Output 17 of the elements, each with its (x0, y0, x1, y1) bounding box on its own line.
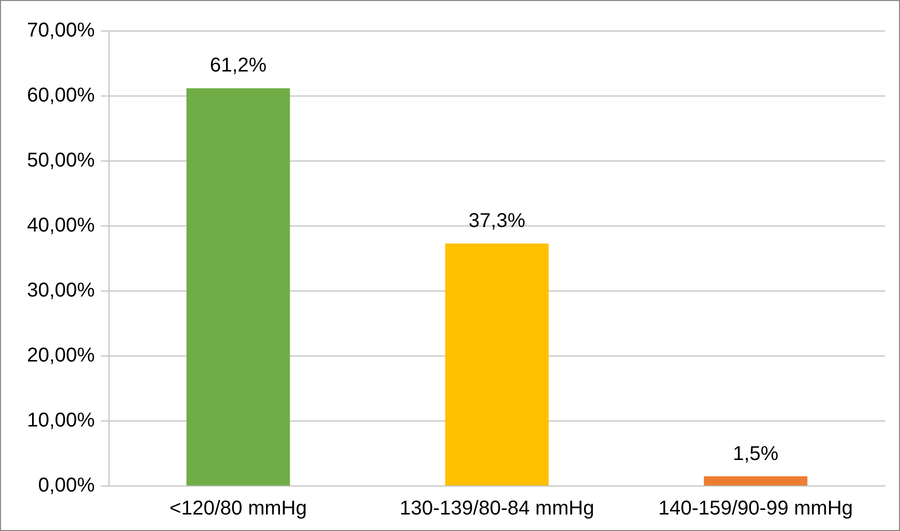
x-tick-label: 130-139/80-84 mmHg (400, 498, 594, 520)
data-label: 37,3% (468, 210, 526, 232)
y-tick-label: 30,00% (26, 280, 96, 302)
y-tick-label: 20,00% (26, 344, 96, 367)
y-tick-label: 70,00% (26, 20, 96, 42)
y-tick-label: 60,00% (26, 84, 96, 107)
data-label: 1,5% (732, 442, 779, 465)
x-tick-label: 140-159/90-99 mmHg (658, 498, 853, 520)
y-tick-label: 0,00% (38, 474, 96, 497)
data-label: 61,2% (210, 54, 267, 77)
y-tick-label: 40,00% (26, 214, 96, 237)
y-tick-label: 50,00% (26, 150, 96, 172)
bar (704, 476, 808, 486)
bar (445, 244, 549, 486)
bar (186, 88, 290, 486)
x-tick-label: <120/80 mmHg (170, 498, 307, 520)
y-tick-label: 10,00% (26, 410, 96, 432)
